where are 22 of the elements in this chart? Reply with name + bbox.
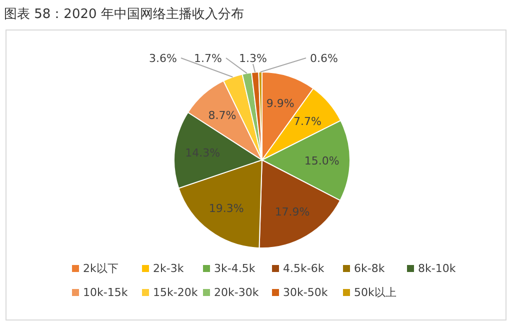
data-label: 1.3% bbox=[239, 52, 267, 65]
legend-label: 30k-50k bbox=[283, 286, 328, 299]
legend-label: 2k以下 bbox=[83, 262, 118, 275]
data-label: 8.7% bbox=[208, 109, 236, 122]
data-label: 0.6% bbox=[310, 52, 338, 65]
legend-label: 6k-8k bbox=[354, 262, 386, 275]
legend-label: 10k-15k bbox=[83, 286, 128, 299]
data-label: 9.9% bbox=[266, 97, 294, 110]
data-label: 17.9% bbox=[274, 206, 310, 219]
legend-label: 4.5k-6k bbox=[283, 262, 325, 275]
data-label: 19.3% bbox=[208, 202, 244, 216]
legend-label: 8k-10k bbox=[418, 262, 456, 275]
legend-label: 2k-3k bbox=[153, 262, 184, 275]
legend-label: 15k-20k bbox=[153, 286, 198, 299]
legend-label: 3k-4.5k bbox=[214, 262, 256, 275]
data-label: 7.7% bbox=[294, 115, 322, 128]
legend-label: 50k以上 bbox=[354, 286, 396, 299]
data-label: 1.7% bbox=[194, 52, 222, 65]
chart-title: 图表 58：2020 年中国网络主播收入分布 bbox=[4, 6, 244, 22]
data-label: 3.6% bbox=[149, 52, 177, 65]
data-label: 15.0% bbox=[304, 154, 340, 168]
legend-label: 20k-30k bbox=[214, 286, 260, 299]
